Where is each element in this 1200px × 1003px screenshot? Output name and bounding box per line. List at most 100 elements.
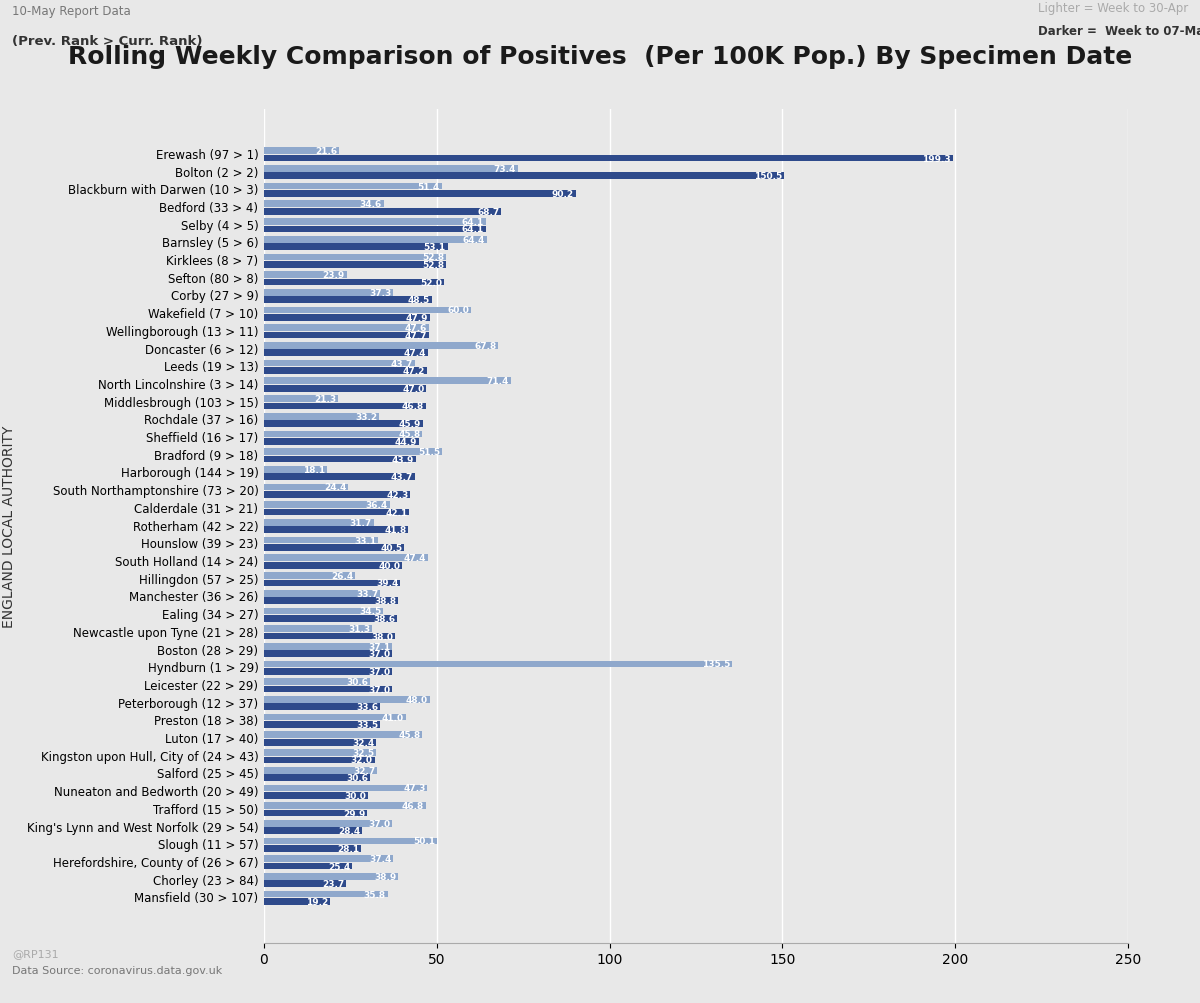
Text: 48.5: 48.5 (408, 296, 430, 305)
Bar (264, 732, 422, 738)
Text: 19.2: 19.2 (306, 897, 329, 906)
Bar (264, 633, 395, 640)
Bar (264, 456, 415, 463)
Bar (264, 491, 410, 498)
Bar (264, 608, 383, 615)
Text: @RP131: @RP131 (12, 948, 59, 958)
Text: 33.6: 33.6 (356, 703, 378, 711)
Bar (264, 227, 486, 233)
Text: 47.4: 47.4 (403, 349, 426, 358)
Text: 28.4: 28.4 (338, 826, 360, 835)
Bar (264, 209, 502, 216)
Text: 37.3: 37.3 (368, 289, 391, 298)
Bar (264, 802, 426, 809)
Bar (264, 343, 498, 349)
Bar (264, 484, 348, 490)
Bar (264, 510, 409, 516)
Bar (264, 368, 427, 374)
Bar (264, 155, 953, 162)
Bar (264, 360, 415, 367)
Text: 52.0: 52.0 (420, 278, 442, 287)
Bar (264, 573, 355, 580)
Text: (Prev. Rank > Curr. Rank): (Prev. Rank > Curr. Rank) (12, 35, 203, 48)
Bar (264, 350, 428, 357)
Text: 38.9: 38.9 (374, 872, 397, 881)
Text: 73.4: 73.4 (493, 164, 516, 174)
Bar (264, 714, 406, 721)
Bar (264, 651, 392, 657)
Bar (264, 174, 784, 180)
Bar (264, 272, 347, 279)
Text: 150.5: 150.5 (754, 173, 782, 182)
Text: 21.3: 21.3 (313, 394, 336, 403)
Bar (264, 846, 361, 852)
Bar (264, 520, 373, 527)
Text: 32.4: 32.4 (352, 738, 374, 747)
Text: 47.4: 47.4 (403, 554, 426, 563)
Bar (264, 590, 380, 597)
Text: 47.2: 47.2 (403, 367, 425, 376)
Bar (264, 280, 444, 286)
Text: 38.0: 38.0 (372, 632, 394, 641)
Text: 60.0: 60.0 (448, 306, 469, 315)
Bar (264, 202, 384, 208)
Text: 67.8: 67.8 (474, 342, 497, 350)
Bar (264, 616, 397, 622)
Text: 50.1: 50.1 (414, 837, 436, 846)
Text: 44.9: 44.9 (395, 437, 418, 446)
Text: 30.0: 30.0 (344, 791, 366, 800)
Bar (264, 473, 415, 480)
Bar (264, 448, 442, 455)
Text: 26.4: 26.4 (331, 572, 354, 581)
Text: 52.8: 52.8 (422, 261, 445, 270)
Text: 31.7: 31.7 (349, 519, 372, 528)
Bar (264, 874, 398, 880)
Bar (264, 863, 352, 870)
Bar (264, 290, 392, 296)
Text: 33.1: 33.1 (354, 536, 377, 545)
Text: 10-May Report Data: 10-May Report Data (12, 5, 131, 18)
Text: 46.8: 46.8 (402, 801, 424, 810)
Bar (264, 545, 404, 552)
Bar (264, 466, 326, 473)
Text: 45.9: 45.9 (398, 419, 421, 428)
Text: 47.9: 47.9 (406, 314, 428, 323)
Bar (264, 297, 432, 304)
Text: 41.8: 41.8 (384, 526, 407, 535)
Text: 41.0: 41.0 (382, 713, 404, 722)
Bar (264, 438, 419, 445)
Bar (264, 696, 430, 703)
Text: 64.4: 64.4 (462, 236, 485, 245)
Text: 18.1: 18.1 (302, 465, 325, 474)
Bar (264, 784, 427, 791)
Text: 39.4: 39.4 (376, 579, 398, 588)
Text: 28.1: 28.1 (337, 845, 359, 854)
Text: 47.6: 47.6 (404, 324, 427, 333)
Text: 35.8: 35.8 (364, 890, 386, 899)
Text: 51.4: 51.4 (418, 183, 440, 192)
Bar (264, 385, 426, 392)
Text: Data Source: coronavirus.data.gov.uk: Data Source: coronavirus.data.gov.uk (12, 965, 222, 975)
Bar (264, 749, 377, 756)
Bar (264, 421, 422, 427)
Bar (264, 332, 428, 339)
Text: 48.0: 48.0 (406, 695, 428, 704)
Text: 42.1: 42.1 (385, 509, 408, 518)
Bar (264, 396, 337, 402)
Text: Rolling Weekly Comparison of Positives  (Per 100K Pop.) By Specimen Date: Rolling Weekly Comparison of Positives (… (68, 45, 1132, 69)
Text: 45.8: 45.8 (398, 730, 420, 739)
Text: 135.5: 135.5 (702, 660, 731, 669)
Bar (264, 598, 398, 605)
Text: 51.5: 51.5 (418, 447, 440, 456)
Text: Lighter = Week to 30-Apr: Lighter = Week to 30-Apr (1038, 2, 1188, 15)
Text: 34.5: 34.5 (359, 607, 382, 616)
Text: 33.5: 33.5 (356, 720, 378, 729)
Text: 31.3: 31.3 (348, 625, 371, 634)
Bar (264, 704, 380, 710)
Text: 23.7: 23.7 (322, 880, 344, 889)
Text: 71.4: 71.4 (487, 377, 509, 386)
Bar (264, 792, 367, 798)
Text: 45.8: 45.8 (398, 430, 420, 439)
Bar (264, 413, 379, 420)
Bar (264, 643, 392, 650)
